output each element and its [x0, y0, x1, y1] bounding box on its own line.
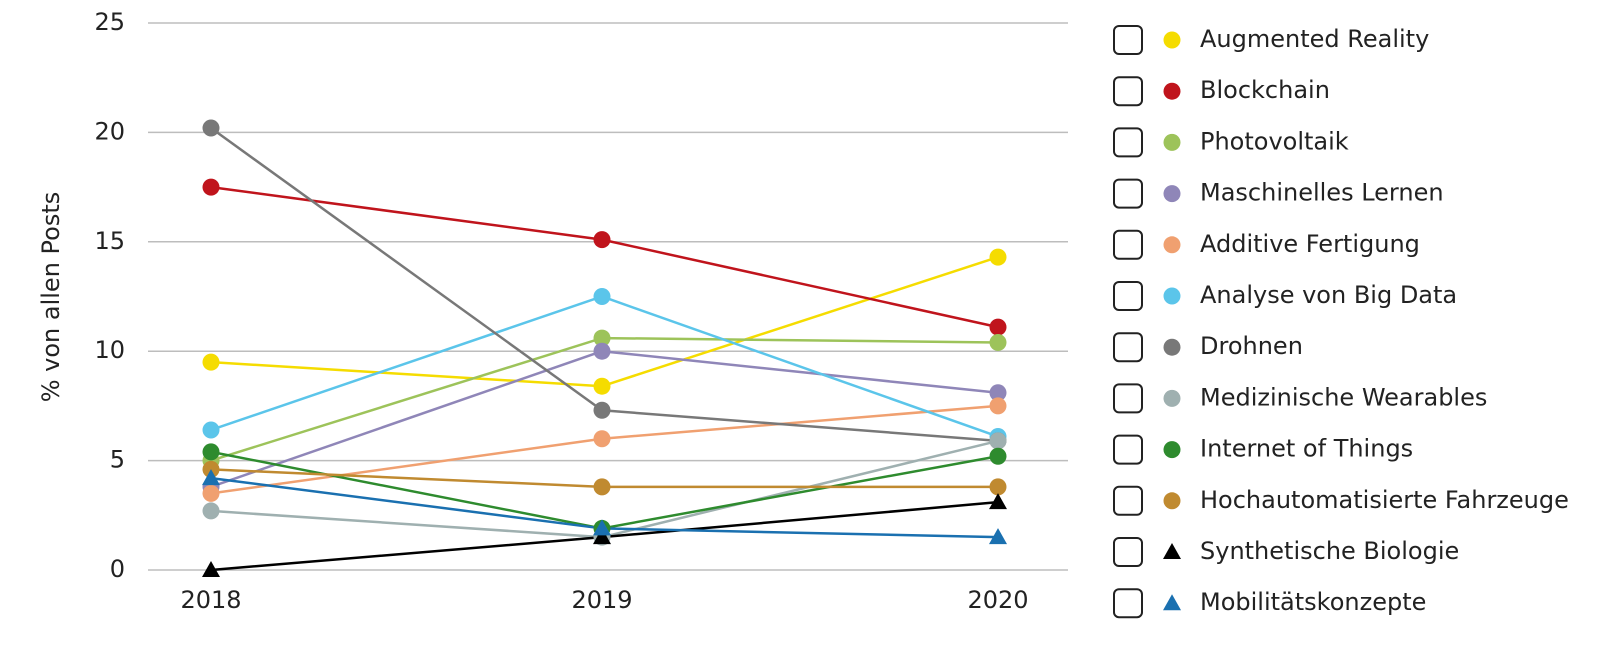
- point: [202, 502, 220, 520]
- point: [202, 119, 220, 137]
- legend-label: Synthetische Biologie: [1200, 537, 1459, 565]
- y-tick-label: 0: [110, 555, 125, 583]
- point: [989, 248, 1007, 266]
- point: [1163, 441, 1181, 459]
- legend-icon: [1113, 383, 1143, 414]
- point: [593, 329, 611, 347]
- x-tick-label: 2020: [967, 586, 1028, 614]
- point: [593, 342, 611, 360]
- legend-icon: [1113, 485, 1143, 516]
- triangle-marker: [989, 493, 1007, 510]
- point: [1163, 82, 1181, 100]
- triangle-marker: [1163, 543, 1181, 559]
- legend-icon: [1113, 537, 1143, 567]
- legend-icon: [1113, 178, 1143, 209]
- legend-icon: [1113, 588, 1143, 619]
- legend-label: Drohnen: [1200, 332, 1303, 360]
- point: [989, 333, 1007, 351]
- point: [1163, 492, 1181, 510]
- point: [1163, 185, 1181, 203]
- triangle-marker: [593, 519, 611, 536]
- point: [202, 178, 220, 196]
- point: [1163, 389, 1181, 407]
- point: [593, 288, 611, 305]
- triangle-marker: [593, 528, 611, 545]
- point: [989, 384, 1007, 402]
- point: [1163, 31, 1181, 49]
- point: [593, 401, 611, 419]
- y-tick-label: 10: [94, 336, 125, 364]
- point: [593, 231, 611, 249]
- series-line: [210, 185, 999, 329]
- legend-icon: [1113, 25, 1143, 55]
- point: [593, 430, 611, 448]
- point: [593, 377, 611, 395]
- point: [989, 318, 1007, 336]
- legend-label: Hochautomatisierte Fahrzeuge: [1200, 486, 1569, 514]
- series-line: [210, 255, 999, 388]
- y-tick-label: 25: [94, 8, 125, 36]
- legend-icon: [1113, 229, 1143, 260]
- point: [202, 443, 220, 461]
- point: [1163, 133, 1181, 151]
- point: [989, 397, 1007, 415]
- point: [1163, 338, 1181, 356]
- legend-label: Maschinelles Lernen: [1200, 179, 1444, 207]
- legend-label: Augmented Reality: [1200, 25, 1429, 53]
- point: [989, 447, 1007, 465]
- legend-icon: [1113, 76, 1143, 107]
- y-tick-label: 15: [94, 227, 125, 255]
- point: [202, 484, 220, 502]
- legend-icon: [1113, 332, 1143, 363]
- legend-label: Blockchain: [1200, 76, 1330, 104]
- triangle-marker: [202, 469, 220, 486]
- triangle-marker: [1163, 594, 1181, 611]
- series-line: [210, 349, 999, 489]
- point: [989, 432, 1007, 450]
- point: [202, 421, 220, 439]
- triangle-marker: [989, 528, 1007, 545]
- point: [593, 478, 611, 496]
- point: [202, 353, 220, 371]
- point: [1163, 287, 1181, 305]
- legend-label: Additive Fertigung: [1200, 230, 1420, 258]
- point: [1163, 236, 1181, 254]
- y-axis-label: % von allen Posts: [37, 192, 65, 403]
- point: [989, 478, 1007, 496]
- triangle-marker: [202, 561, 220, 577]
- x-tick-label: 2019: [571, 586, 632, 614]
- legend-label: Medizinische Wearables: [1200, 383, 1487, 411]
- legend-icon: [1113, 127, 1143, 158]
- y-tick-label: 20: [94, 117, 125, 145]
- legend-label: Mobilitätskonzepte: [1200, 588, 1426, 616]
- legend-label: Photovoltaik: [1200, 127, 1349, 155]
- y-tick-label: 5: [110, 446, 125, 474]
- x-tick-label: 2018: [180, 586, 241, 614]
- legend-label: Analyse von Big Data: [1200, 281, 1457, 309]
- legend-icon: [1113, 281, 1143, 311]
- legend-label: Internet of Things: [1200, 435, 1413, 463]
- legend-icon: [1113, 434, 1143, 465]
